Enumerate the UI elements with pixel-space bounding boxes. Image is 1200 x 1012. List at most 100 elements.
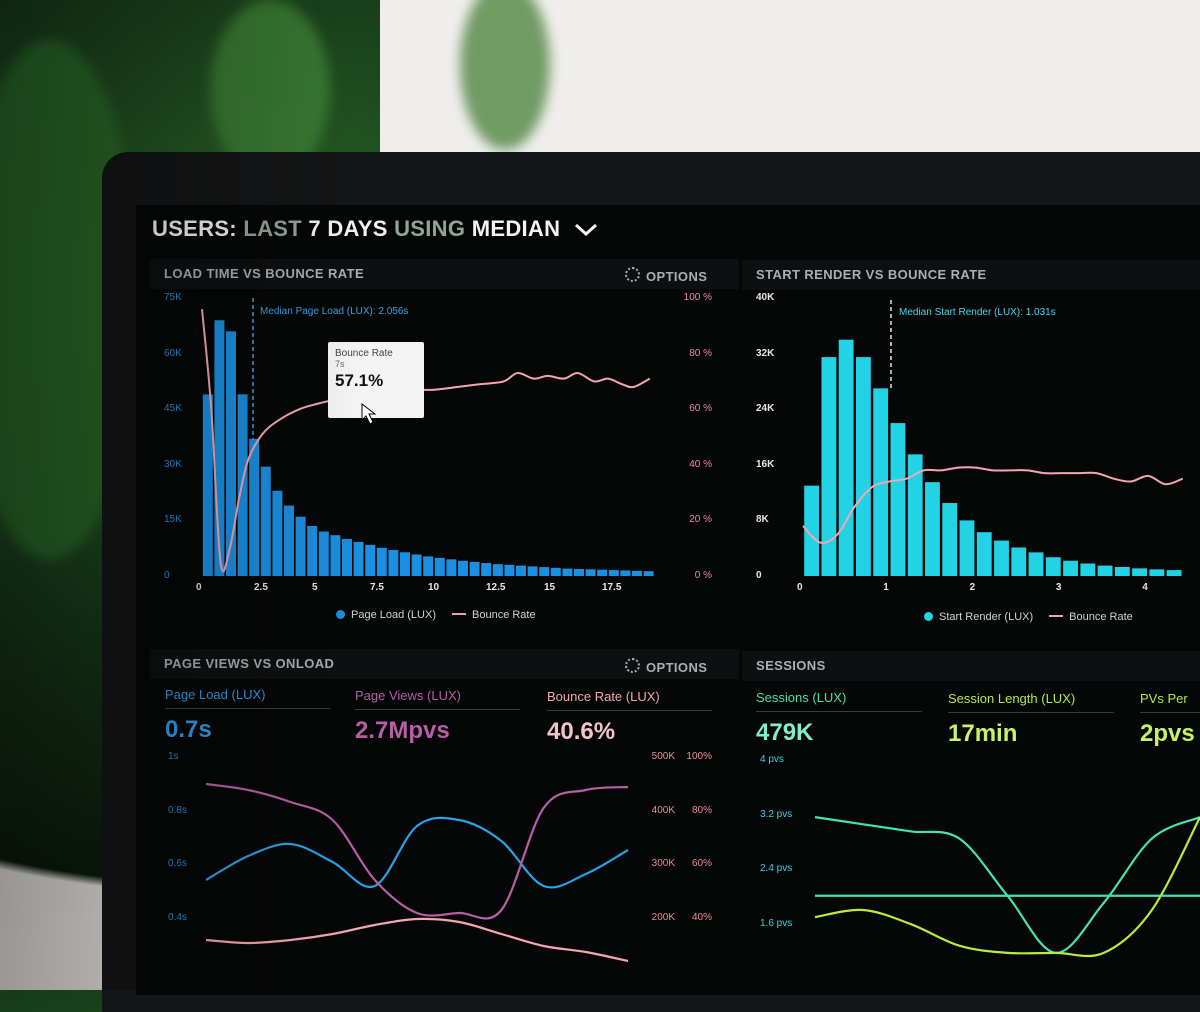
y-tick-label: 30K: [164, 458, 182, 470]
bar: [1011, 547, 1027, 576]
chevron-down-icon[interactable]: [573, 222, 599, 238]
metric-label-pvs-per: PVs Per: [1140, 691, 1200, 713]
heading-median[interactable]: MEDIAN: [471, 216, 561, 241]
y-tick-label: 0.4s: [168, 912, 187, 923]
bar: [411, 554, 422, 576]
heading-users: USERS:: [152, 216, 237, 241]
bar: [632, 570, 642, 576]
legend-load-bounce: Page Load (LUX) Bounce Rate: [336, 609, 536, 621]
y-tick-label: 3.2 pvs: [760, 808, 793, 820]
bar: [550, 567, 561, 576]
y2-tick-label-a: 200K: [651, 912, 675, 923]
y2-tick-label-a: 500K: [651, 751, 675, 762]
metric-value-pvs-per: 2pvs: [1140, 720, 1195, 747]
y2-tick-label: 20 %: [689, 514, 712, 526]
dashboard-heading[interactable]: USERS: LAST 7 DAYS USING MEDIAN: [152, 216, 599, 242]
bar: [376, 547, 387, 576]
bar: [574, 568, 584, 576]
y-tick-label: 15K: [164, 514, 182, 526]
bounce-rate-line: [802, 466, 1184, 544]
bar: [1028, 552, 1044, 576]
bar: [1149, 569, 1165, 576]
bar: [562, 568, 573, 576]
bar: [527, 566, 538, 576]
y-tick-label: 0: [756, 570, 762, 581]
gear-icon: [625, 658, 640, 673]
y-tick-label: 2.4 pvs: [760, 863, 793, 875]
panel-title-start-render: START RENDER VS BOUNCE RATE: [742, 260, 1200, 290]
y-tick-label: 45K: [164, 403, 182, 415]
x-tick-label: 3: [1055, 582, 1062, 593]
bar: [330, 535, 341, 576]
bar: [1132, 568, 1148, 576]
y-tick-label: 0: [164, 570, 170, 581]
heading-days[interactable]: 7 DAYS: [308, 216, 388, 241]
metric-label-bounce-rate: Bounce Rate (LUX): [547, 689, 712, 711]
y-tick-label: 32K: [756, 347, 775, 359]
y-tick-label: 8K: [756, 514, 769, 526]
bar: [959, 520, 975, 576]
bar: [353, 541, 364, 576]
bar: [434, 557, 445, 576]
bar: [925, 482, 940, 576]
gear-icon: [625, 267, 640, 282]
tooltip-title: Bounce Rate: [335, 348, 393, 359]
x-tick-label: 1: [883, 582, 889, 593]
legend-a: Page Load (LUX): [351, 609, 436, 621]
panel-title-load-bounce: LOAD TIME VS BOUNCE RATE: [150, 259, 739, 289]
bar: [1114, 566, 1130, 576]
bar: [539, 567, 550, 576]
series-line: [205, 816, 629, 889]
bar: [458, 560, 468, 576]
y-tick-label: 60K: [164, 347, 182, 359]
bar: [994, 540, 1009, 576]
chart-page-views: [205, 782, 629, 963]
y-tick-label: 75K: [164, 292, 182, 303]
y2-tick-label-a: 300K: [651, 858, 675, 870]
y-tick-label: 24K: [756, 403, 775, 415]
bar: [492, 564, 503, 576]
legend-b: Bounce Rate: [1069, 611, 1133, 623]
bar: [388, 550, 399, 576]
y2-tick-label: 40 %: [689, 458, 712, 470]
screen: [136, 205, 1200, 995]
y2-tick-label-a: 400K: [651, 804, 675, 816]
options-button-page-views[interactable]: OPTIONS: [625, 658, 707, 675]
y2-tick-label-b: 80%: [691, 804, 712, 816]
options-label: OPTIONS: [646, 660, 708, 675]
x-tick-label: 5: [312, 582, 318, 593]
bar: [272, 490, 283, 576]
bar: [585, 569, 596, 576]
bar: [516, 565, 526, 576]
y-tick-label: 1s: [168, 751, 179, 762]
legend-dot-icon: [924, 612, 933, 621]
metric-label-sessions: Sessions (LUX): [756, 690, 922, 712]
legend-b: Bounce Rate: [472, 609, 536, 621]
bar: [976, 532, 992, 576]
bar: [1045, 557, 1061, 576]
series-line: [814, 816, 1200, 954]
options-button-load-bounce[interactable]: OPTIONS: [625, 267, 707, 284]
x-tick-label: 17.5: [602, 582, 622, 593]
bar: [1097, 565, 1113, 576]
bar: [226, 331, 236, 576]
heading-using: USING: [394, 216, 466, 241]
bar: [821, 357, 837, 576]
bar: [890, 423, 906, 576]
y2-tick-label-b: 60%: [691, 858, 712, 870]
plant-leaf: [210, 0, 330, 180]
x-tick-label: 15: [544, 582, 556, 593]
x-tick-label: 4: [1142, 582, 1148, 593]
y2-tick-label-b: 100%: [686, 751, 712, 762]
bar: [469, 561, 480, 576]
panel-title-sessions: SESSIONS: [742, 651, 1200, 681]
y-tick-label: 1.6 pvs: [760, 918, 793, 929]
bar: [855, 357, 871, 576]
bar: [1063, 560, 1078, 576]
bar: [643, 571, 654, 576]
median-label-render: Median Start Render (LUX): 1.031s: [899, 307, 1056, 318]
y2-tick-label-b: 40%: [691, 912, 712, 923]
legend-a: Start Render (LUX): [939, 611, 1034, 623]
y-tick-label: 0.6s: [168, 858, 187, 870]
series-line: [814, 816, 1200, 958]
